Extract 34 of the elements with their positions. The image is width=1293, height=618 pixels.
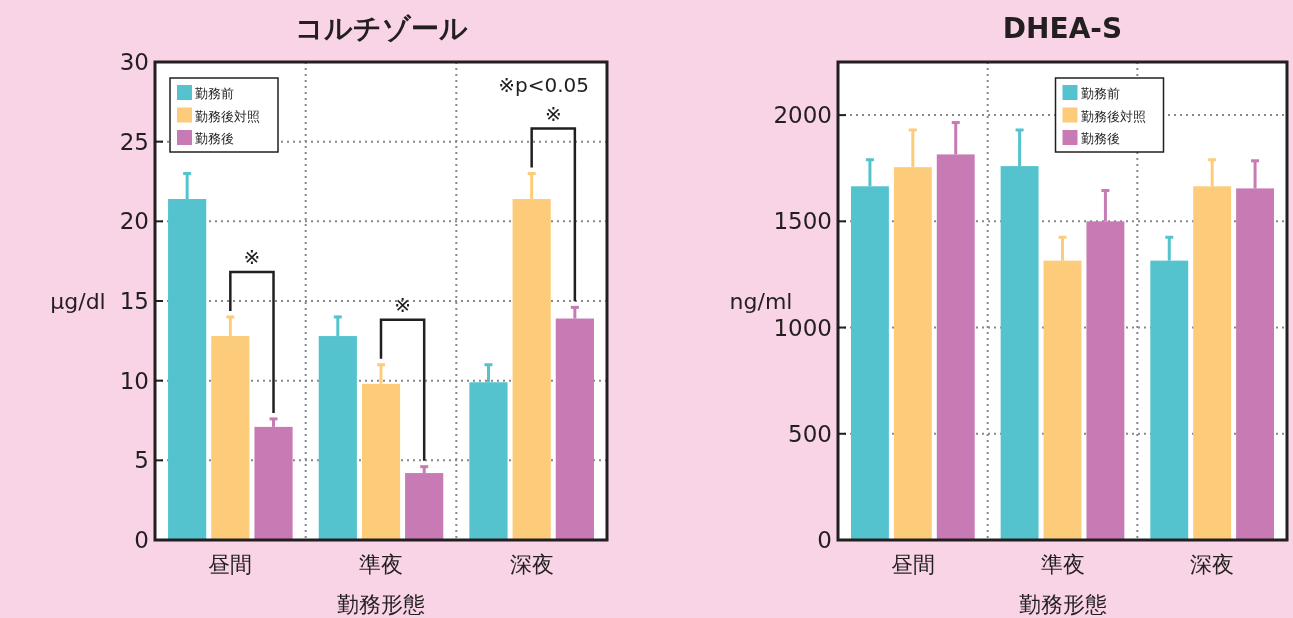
y-tick-label: 5 <box>134 447 149 474</box>
legend-label: 勤務前 <box>1080 86 1120 101</box>
y-tick-label: 30 <box>119 49 149 75</box>
annotation: ※ <box>544 101 562 126</box>
y-axis-title: ng/ml <box>729 289 793 314</box>
legend-label: 勤務後対照 <box>1080 108 1146 124</box>
y-tick-label: 25 <box>119 128 149 155</box>
x-tick-label: 昼間 <box>208 552 253 577</box>
y-tick-label: 1000 <box>773 314 832 341</box>
chart-title: コルチゾール <box>294 12 468 45</box>
legend-label: 勤務後 <box>1080 131 1120 146</box>
x-tick-label: 深夜 <box>1190 552 1235 577</box>
annotation: ※ <box>243 244 261 269</box>
y-tick-label: 1500 <box>773 208 832 235</box>
annotation: ※p<0.05 <box>498 73 589 97</box>
x-tick-label: 準夜 <box>1040 552 1085 577</box>
x-tick-label: 深夜 <box>509 552 554 577</box>
x-axis-title: 勤務形態 <box>337 592 425 617</box>
y-tick-label: 0 <box>817 527 832 553</box>
legend-label: 勤務前 <box>195 86 234 101</box>
y-tick-label: 15 <box>119 288 149 314</box>
x-axis-title: 勤務形態 <box>1018 592 1107 617</box>
y-tick-label: 10 <box>119 367 149 394</box>
y-tick-label: 2000 <box>773 102 832 129</box>
y-tick-label: 20 <box>119 208 149 235</box>
legend-label: 勤務後 <box>195 131 234 146</box>
chart-title: DHEA-S <box>1002 12 1123 45</box>
x-tick-label: 昼間 <box>890 552 935 577</box>
y-tick-label: 500 <box>788 420 832 447</box>
y-axis-title: μg/dl <box>50 289 106 314</box>
x-tick-label: 準夜 <box>359 552 403 577</box>
y-tick-label: 0 <box>134 527 149 553</box>
legend-label: 勤務後対照 <box>195 108 260 124</box>
annotation: ※ <box>394 292 411 317</box>
